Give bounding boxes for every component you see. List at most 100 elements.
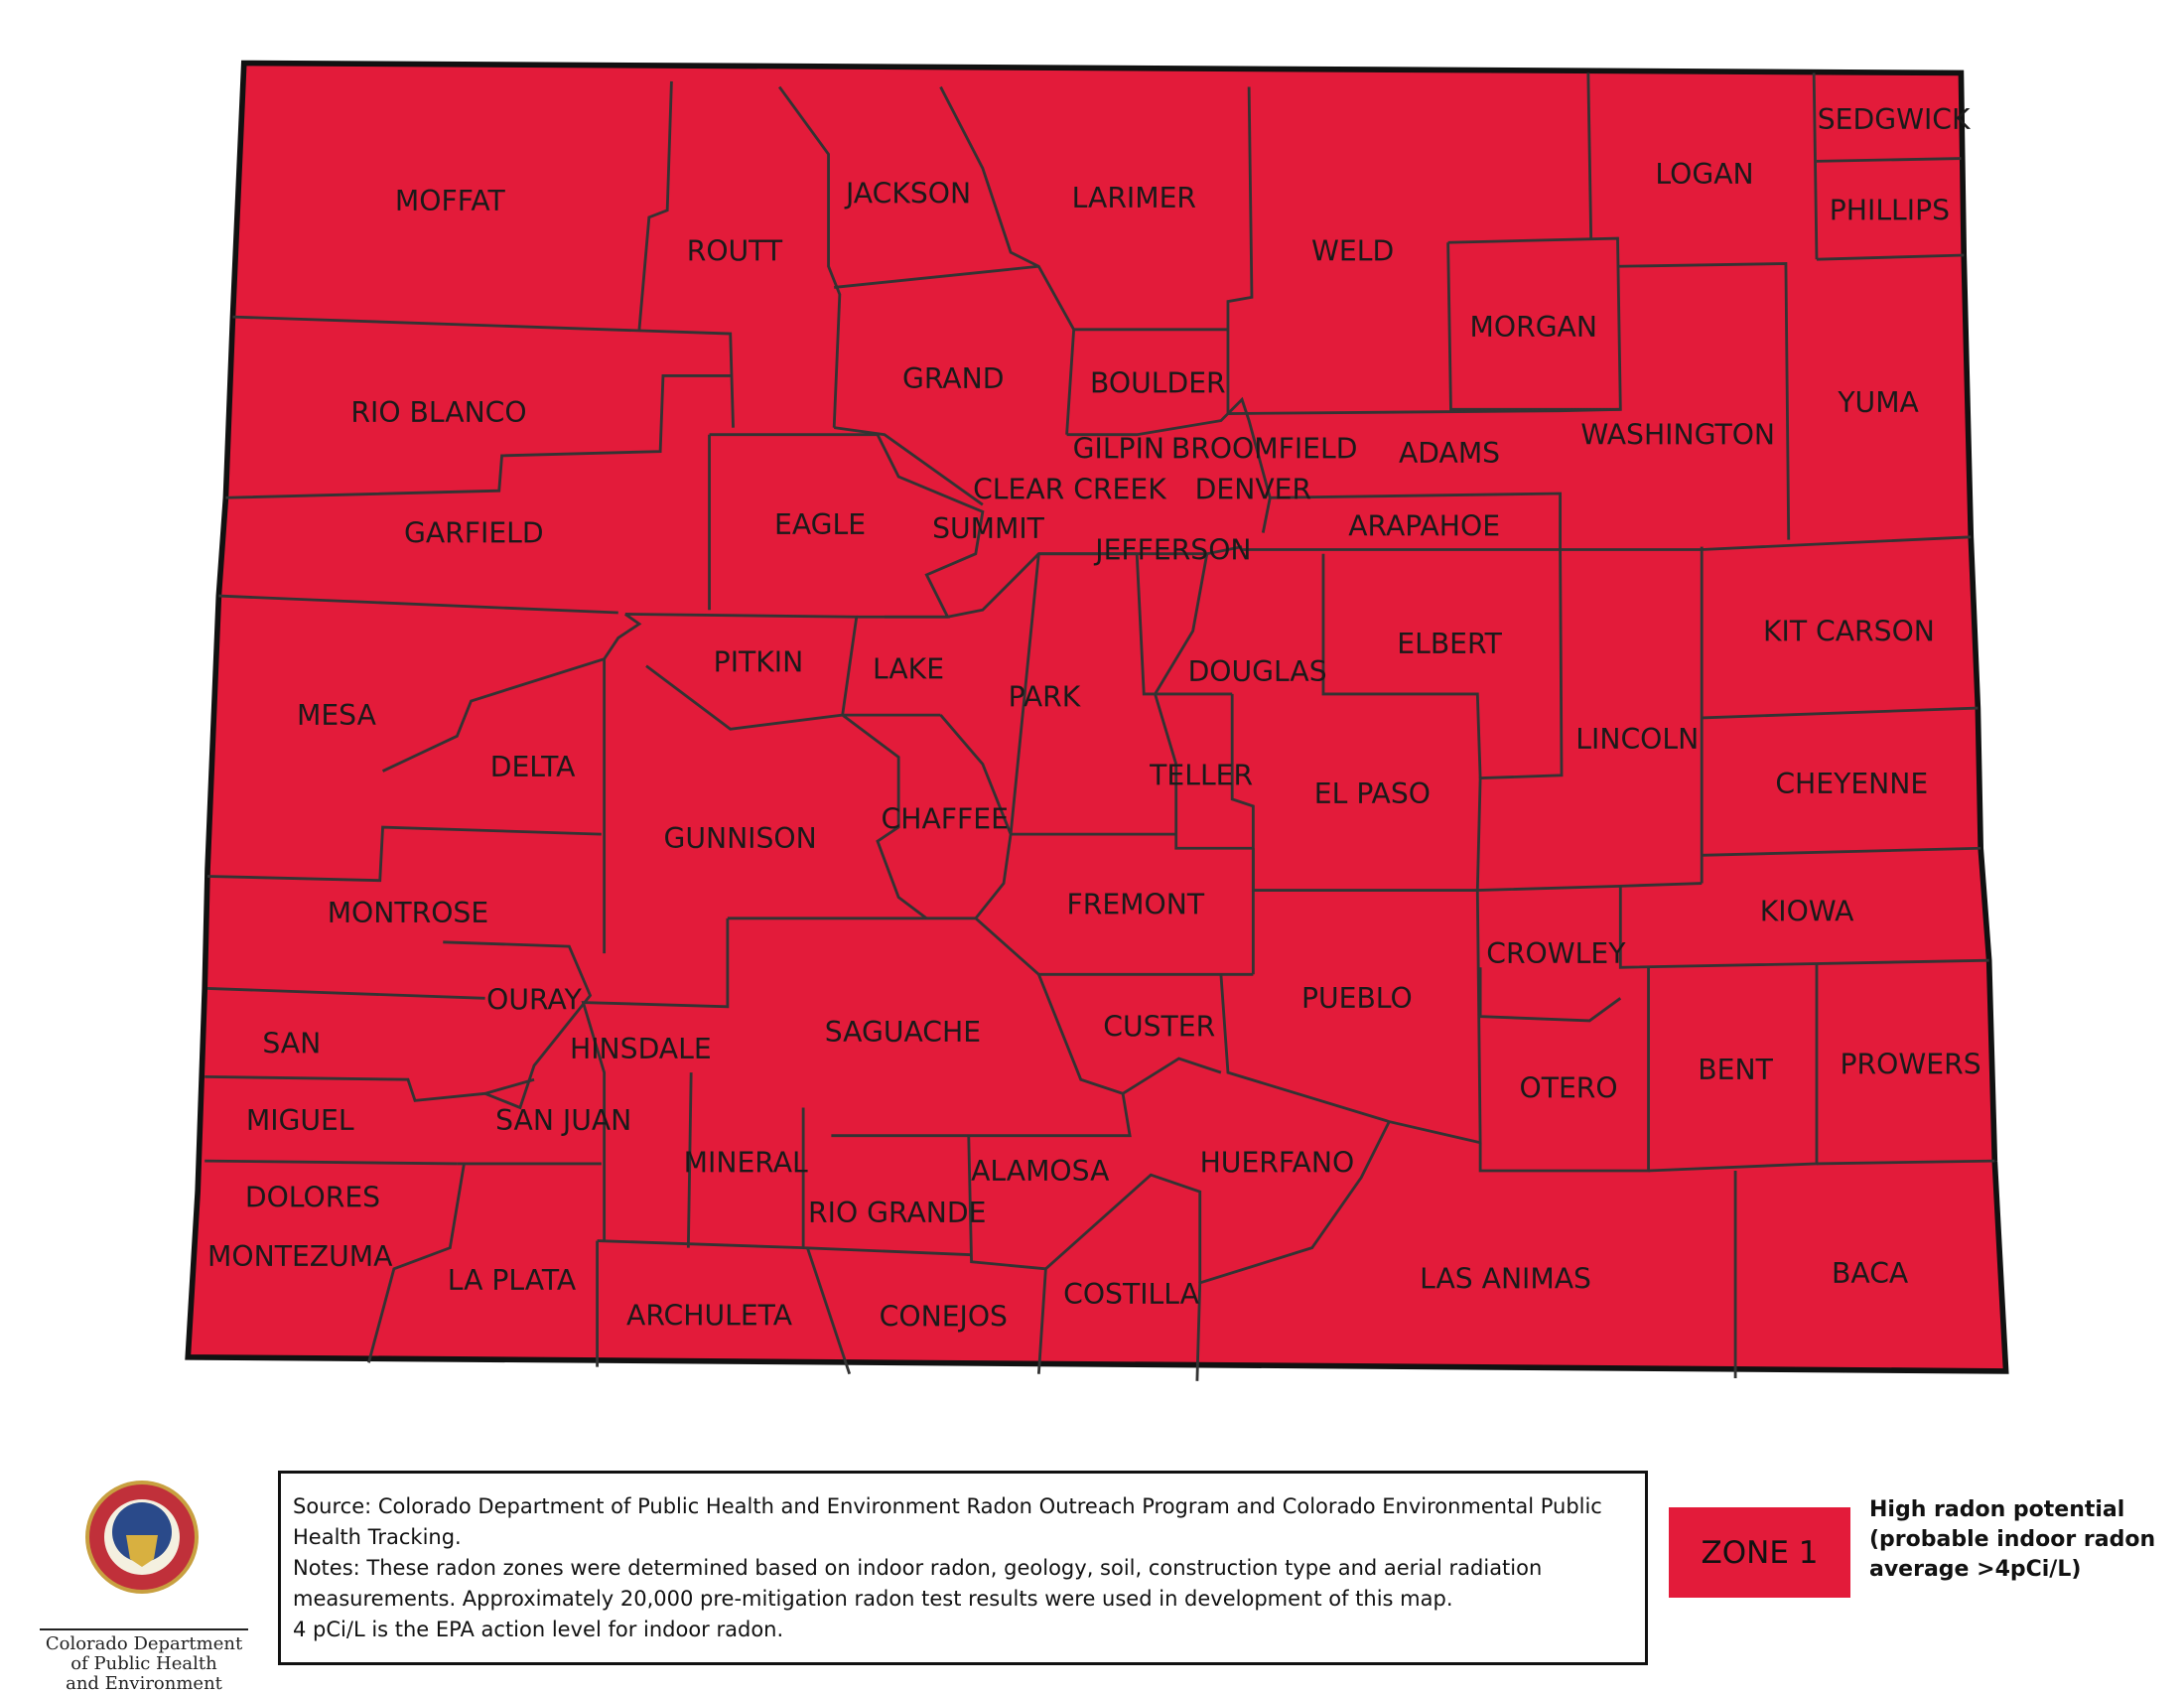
state-outline: [185, 60, 2009, 1374]
county-border: [1816, 253, 1965, 261]
county-label: MORGAN: [1470, 311, 1597, 344]
county-label: BACA: [1832, 1257, 1909, 1290]
county-label: CLEAR CREEK: [973, 474, 1167, 506]
county-label: CROWLEY: [1486, 937, 1626, 970]
county-border: [806, 1247, 852, 1375]
county-label: CONEJOS: [880, 1301, 1008, 1334]
county-label: GILPIN: [1073, 433, 1164, 466]
county-label: GRAND: [902, 362, 1004, 395]
county-label: EAGLE: [774, 508, 866, 541]
county-label: PARK: [1009, 681, 1082, 714]
county-border: [967, 1135, 1046, 1271]
county-border: [205, 1074, 535, 1102]
source-text: Source: Colorado Department of Public He…: [293, 1494, 1602, 1549]
county-label: BENT: [1698, 1054, 1773, 1086]
county-border: [207, 987, 485, 1000]
county-border: [1154, 553, 1209, 765]
county-border: [1618, 886, 1989, 969]
county-label: TELLER: [1149, 760, 1253, 792]
county-border: [645, 664, 928, 919]
county-border: [1227, 407, 1621, 415]
county-label: LAKE: [873, 652, 944, 685]
county-label: GUNNISON: [663, 822, 816, 855]
county-label: PUEBLO: [1301, 982, 1413, 1015]
state-seal-logo: [85, 1481, 199, 1594]
notes-text: Notes: These radon zones were determined…: [293, 1556, 1543, 1611]
county-border: [1475, 549, 1703, 893]
county-label: MONTROSE: [328, 897, 488, 929]
county-labels: MOFFAT ROUTT JACKSON LARIMER WELD LOGAN SEDGWI…: [207, 103, 1981, 1334]
county-label: MINERAL: [684, 1146, 808, 1179]
agency-line: Colorado Department: [45, 1633, 243, 1654]
county-border: [1230, 693, 1478, 893]
county-label: BROOMFIELD: [1171, 433, 1358, 466]
county-border: [205, 1159, 458, 1166]
county-border: [1812, 72, 1819, 260]
county-label: MONTEZUMA: [207, 1240, 393, 1273]
county-border: [637, 80, 673, 330]
source-notes-box: Source: Colorado Department of Public He…: [278, 1471, 1648, 1665]
county-border: [709, 433, 985, 619]
county-label: DOUGLAS: [1188, 655, 1327, 688]
county-border: [1617, 262, 1791, 540]
county-label: ADAMS: [1399, 437, 1500, 470]
county-label: JACKSON: [844, 178, 971, 211]
county-border: [1702, 846, 1981, 857]
county-border: [1174, 764, 1254, 850]
county-label: SAN JUAN: [495, 1104, 631, 1137]
county-borders: [205, 72, 1995, 1381]
county-border: [1816, 157, 1962, 163]
county-border: [367, 1163, 466, 1363]
county-label: ARAPAHOE: [1348, 509, 1500, 542]
county-label: SAGUACHE: [825, 1016, 981, 1049]
county-label: JEFFERSON: [1093, 533, 1251, 566]
county-label: HUERFANO: [1200, 1146, 1355, 1179]
county-label: DELTA: [490, 751, 576, 783]
zone-label: ZONE 1: [1701, 1534, 1819, 1571]
county-label: ELBERT: [1397, 628, 1502, 660]
county-border: [207, 825, 602, 883]
county-label: ALAMOSA: [971, 1155, 1110, 1188]
county-label: MOFFAT: [395, 185, 506, 217]
county-border: [597, 1239, 804, 1250]
county-label: SAN: [262, 1027, 321, 1059]
county-border: [218, 594, 618, 615]
county-label: RIO BLANCO: [350, 396, 526, 429]
county-label: WASHINGTON: [1580, 419, 1775, 452]
county-label: RIO GRANDE: [808, 1197, 986, 1229]
county-border: [1478, 967, 1650, 1173]
county-border: [939, 85, 1076, 435]
county-label: EL PASO: [1314, 777, 1431, 810]
county-border: [1321, 553, 1482, 778]
agency-name: Colorado Department of Public Health and…: [40, 1628, 248, 1694]
county-label: MIGUEL: [246, 1104, 354, 1137]
county-label: WELD: [1311, 235, 1394, 268]
county-label: LINCOLN: [1575, 723, 1699, 756]
county-border: [1702, 706, 1979, 720]
county-label: PHILLIPS: [1830, 195, 1950, 227]
county-label: SUMMIT: [932, 512, 1045, 545]
county-label: OURAY: [486, 984, 582, 1017]
county-border: [834, 264, 1039, 289]
county-label: KIT CARSON: [1763, 615, 1935, 647]
county-border: [686, 1072, 693, 1248]
county-label: CUSTER: [1103, 1010, 1215, 1043]
county-border: [1816, 1159, 1995, 1166]
county-border: [1037, 973, 1222, 1095]
county-label: DOLORES: [245, 1182, 380, 1214]
county-border: [831, 1093, 1132, 1138]
county-border: [1226, 86, 1254, 414]
county-label: MESA: [297, 699, 377, 732]
county-label: PROWERS: [1841, 1049, 1981, 1081]
county-label: OTERO: [1520, 1072, 1618, 1105]
county-border: [1586, 72, 1593, 239]
county-border: [1135, 553, 1156, 696]
county-border: [232, 315, 735, 428]
county-border: [947, 552, 1138, 619]
county-border: [834, 426, 984, 506]
county-label: LARIMER: [1072, 182, 1196, 214]
county-label: DENVER: [1195, 474, 1311, 506]
county-label: LAS ANIMAS: [1420, 1263, 1591, 1296]
county-border: [777, 85, 842, 428]
